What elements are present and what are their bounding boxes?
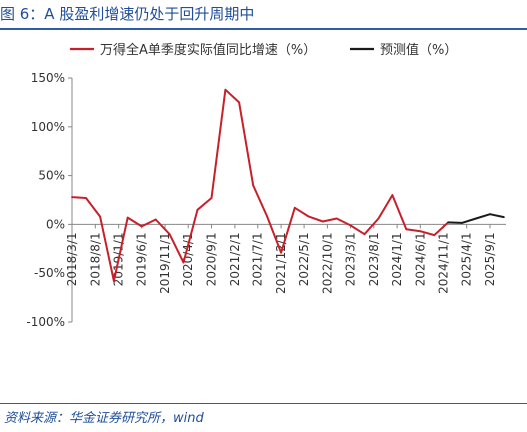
- data-point-forecast: [461, 222, 463, 224]
- x-tick-label: 2025/4/1: [460, 232, 474, 286]
- data-point-forecast: [503, 216, 505, 219]
- data-point-forecast: [475, 217, 477, 220]
- x-tick-label: 2023/8/1: [367, 232, 381, 286]
- data-point-actual: [363, 233, 366, 236]
- data-point-actual: [266, 215, 269, 218]
- data-point-actual: [196, 208, 199, 211]
- x-tick-label: 2018/3/1: [65, 232, 79, 286]
- data-point-actual: [126, 216, 129, 219]
- source-divider: [0, 403, 527, 404]
- title-divider: [0, 28, 527, 30]
- y-tick-label: 50%: [38, 169, 65, 183]
- data-point-actual: [113, 280, 115, 282]
- data-point-actual: [322, 220, 324, 223]
- chart-series: [71, 88, 505, 282]
- data-point-actual: [154, 218, 157, 221]
- data-point-actual: [349, 224, 352, 227]
- legend-label-forecast: 预测值（%）: [380, 42, 457, 58]
- y-tick-label: 0%: [46, 217, 65, 231]
- x-tick-label: 2024/11/1: [437, 232, 451, 294]
- y-tick-label: -100%: [26, 315, 65, 329]
- data-point-actual: [419, 230, 422, 233]
- data-point-forecast: [447, 221, 450, 224]
- x-tick-label: 2019/6/1: [135, 232, 149, 286]
- chart-legend: 万得全A单季度实际值同比增速（%） 预测值（%）: [70, 42, 457, 58]
- x-tick-label: 2019/11/1: [158, 232, 172, 294]
- x-tick-label: 2020/9/1: [205, 232, 219, 286]
- x-tick-label: 2024/1/1: [390, 232, 404, 286]
- chart-canvas: 万得全A单季度实际值同比增速（%） 预测值（%） -100% -50% 0% 50% 1…: [26, 42, 506, 329]
- data-point-actual: [85, 197, 87, 199]
- data-point-actual: [391, 194, 394, 197]
- data-point-forecast: [489, 213, 491, 216]
- x-tick-label: 2022/5/1: [297, 232, 311, 286]
- series-line-actual: [71, 88, 449, 282]
- data-point-actual: [280, 251, 282, 254]
- x-tick-label: 2021/12/1: [274, 232, 288, 294]
- data-point-actual: [252, 184, 255, 187]
- x-tick-label: 2021/7/1: [251, 232, 265, 286]
- figure-title: 图 6：A 股盈利增速仍处于回升周期中: [0, 5, 255, 23]
- x-tick-label: 2020/4/1: [181, 232, 195, 286]
- chart-axes: -100% -50% 0% 50% 100% 150% 2018/3/1 2018/8/1 20…: [26, 71, 506, 329]
- data-point-actual: [405, 228, 408, 231]
- data-point-actual: [224, 88, 227, 91]
- data-point-actual: [335, 217, 338, 220]
- data-point-actual: [293, 206, 296, 209]
- x-tick-label: 2024/6/1: [413, 232, 427, 286]
- legend-label-actual: 万得全A单季度实际值同比增速（%）: [100, 42, 316, 58]
- y-tick-label: 100%: [31, 120, 65, 134]
- data-point-actual: [71, 196, 73, 199]
- data-point-actual: [99, 215, 101, 218]
- x-tick-label: 2025/9/1: [483, 232, 497, 286]
- x-tick-label: 2023/3/1: [343, 232, 357, 286]
- data-point-actual: [238, 101, 241, 104]
- data-point-actual: [182, 261, 185, 264]
- data-point-actual: [307, 215, 310, 218]
- y-tick-label: -50%: [34, 266, 65, 280]
- data-point-actual: [433, 234, 436, 237]
- x-tick-label: 2022/10/1: [320, 232, 334, 294]
- data-point-actual: [377, 217, 380, 220]
- data-point-actual: [210, 197, 213, 199]
- x-tick-label: 2018/8/1: [88, 232, 102, 286]
- data-point-actual: [140, 225, 143, 228]
- y-tick-label: 150%: [31, 71, 65, 85]
- x-tick-label: 2021/2/1: [228, 232, 242, 286]
- data-point-actual: [168, 233, 171, 236]
- source-note: 资料来源：华金证券研究所，wind: [4, 411, 204, 426]
